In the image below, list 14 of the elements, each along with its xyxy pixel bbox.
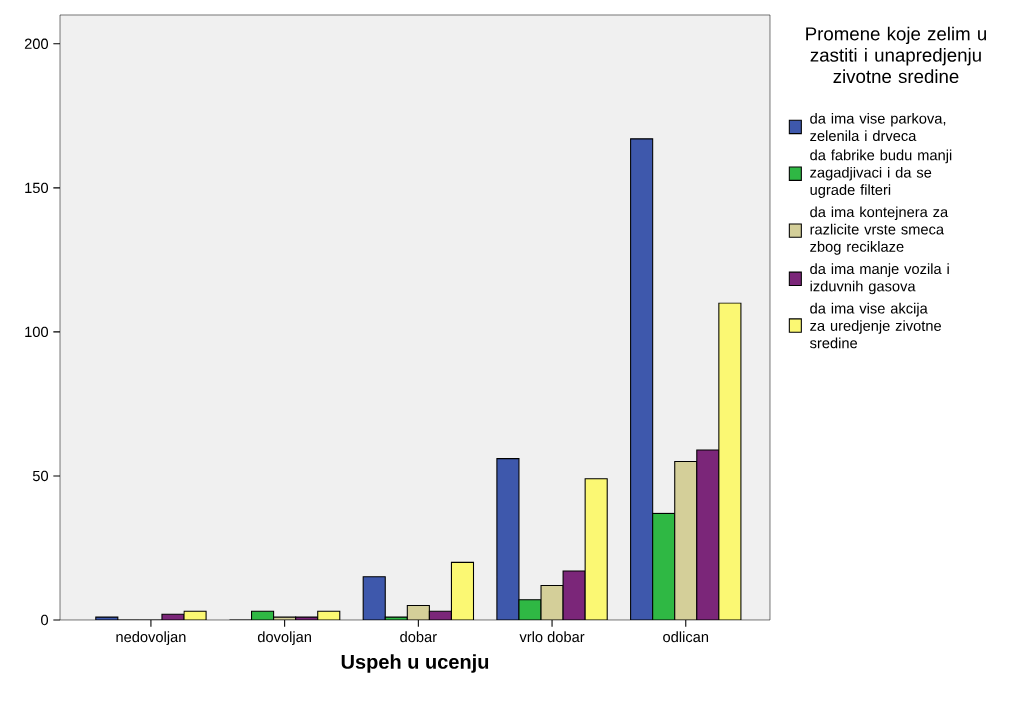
x-tick-label: dovoljan [257,631,311,646]
legend-label: da ima vise akcija za uredjenje zivotne sredine [810,302,941,349]
legend-title: Promene koje zelim u zastiti i unapredjenju zivotne sredine [806,26,986,84]
x-tick-label: nedovoljan [116,631,186,646]
y-tick-label: 150 [25,182,49,194]
x-tick-label: odlican [663,631,709,643]
x-tick-label: vrlo dobar [519,631,585,643]
x-axis-title: Uspeh u ucenju [341,654,489,673]
y-tick-label: 200 [24,38,49,49]
y-tick-label: 0 [41,614,49,626]
y-tick-label: 100 [25,326,49,338]
legend-label: da ima manje vozila i izduvnih gasova [810,263,949,295]
x-tick-label: dobar [400,631,437,643]
y-tick-label: 50 [32,470,49,482]
